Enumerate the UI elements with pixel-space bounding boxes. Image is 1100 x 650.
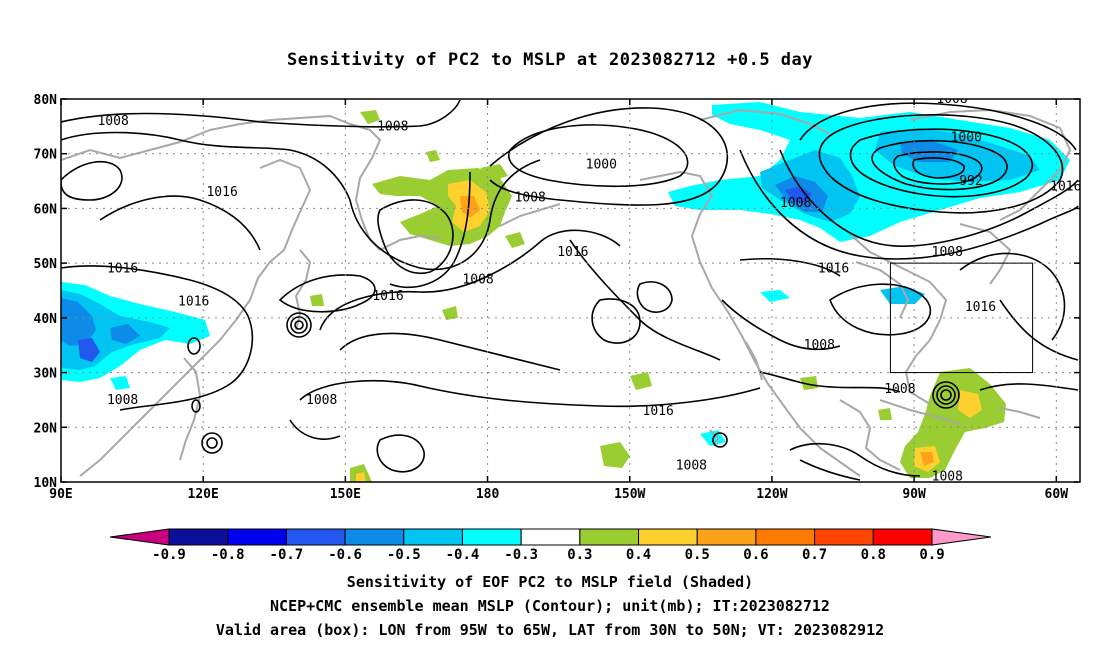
colorbar-box-9 [696,528,757,546]
lat-tick-label-7: 10N [34,476,58,491]
lon-tick-label-2: 150E [330,487,361,502]
lon-tick-label-4: 150W [614,487,645,502]
contour-label-5: 1016 [557,245,588,260]
lon-tick-label-0: 90E [49,487,72,502]
colorbar-box-6 [520,528,581,546]
contour-labels: 1008 1008 1016 1000 1008 1016 1008 1016 1016 1016… [97,92,1081,485]
colorbar-label-9: 0.5 [685,547,710,563]
grid-lines [61,99,1080,482]
contour-label-1: 1008 [377,119,408,134]
lon-tick-label-7: 60W [1045,487,1069,502]
contour-label-21: 1008 [932,245,963,260]
map-frame [60,98,1081,483]
colorbar-box-8 [638,528,698,546]
mslp-contours [61,99,1079,481]
map-title: Sensitivity of PC2 to MSLP at 2023082712… [286,50,813,70]
contour-label-23: 1016 [1050,180,1081,195]
valid-area-box [889,262,1034,374]
contour-label-15: 1016 [818,262,849,277]
lon-tick-label-5: 120W [756,487,787,502]
contour-label-9: 1016 [178,294,209,309]
lon-tick-label-3: 180 [476,487,500,502]
contour-label-10: 1008 [107,393,138,408]
colorbar-box-2 [285,528,346,546]
contour-label-8: 1016 [107,262,138,277]
contour-label-7: 1016 [372,289,403,304]
colorbar-label-5: -0.4 [446,547,480,563]
colorbar-box-10 [755,528,816,546]
closed-low-contours [187,312,960,454]
lat-tick-label-1: 70N [34,148,58,163]
colorbar-label-11: 0.7 [802,547,827,563]
lat-tick-label-3: 50N [34,257,58,272]
colorbar-box-3 [344,528,405,546]
map-axes: 90E 120E 150E 180 150W 120W 90W 60W 80N 70N 60N 50N… [34,93,1080,502]
sensitivity-shading [61,102,1070,482]
contour-label-2: 1016 [206,185,237,200]
lat-tick-label-4: 40N [34,312,58,327]
contour-label-3: 1000 [586,158,617,173]
colorbar-label-10: 0.6 [743,547,768,563]
lat-tick-label-2: 60N [34,202,58,217]
lat-tick-label-5: 30N [34,367,58,382]
footer-line-valid-area: Valid area (box): LON from 95W to 65W, L… [215,621,885,639]
contour-label-14: 1008 [804,338,835,353]
contour-label-4: 1008 [515,190,546,205]
contour-label-0: 1008 [97,114,128,129]
contour-label-11: 1008 [306,393,337,408]
coastlines [61,108,1072,477]
contour-label-13: 1008 [676,459,707,474]
colorbar-box-1 [227,528,287,546]
colorbar-label-12: 0.8 [861,547,886,563]
lat-tick-label-0: 80N [34,93,58,108]
colorbar-label-0: -0.9 [152,547,186,563]
contour-label-6: 1008 [462,273,493,288]
colorbar-label-1: -0.8 [211,547,245,563]
contour-label-24: 1008 [932,470,963,485]
colorbar-label-6: -0.3 [504,547,538,563]
contour-label-19: 992 [959,174,982,189]
colorbar-arrow-high [931,528,992,546]
colorbar-box-5 [461,528,522,546]
contour-label-22: 1016 [965,300,996,315]
contour-label-17: 1008 [936,92,967,107]
colorbar: -0.9 -0.8 -0.7 -0.6 -0.5 -0.4 -0.3 0.3 0.4 0.5 0.6… [109,528,992,563]
colorbar-label-2: -0.7 [270,547,304,563]
colorbar-label-13: 0.9 [919,547,944,563]
colorbar-label-3: -0.6 [328,547,362,563]
colorbar-box-12 [872,528,933,546]
lat-tick-label-6: 20N [34,421,58,436]
footer-line-shading: Sensitivity of EOF PC2 to MSLP field (Sh… [346,573,754,591]
colorbar-label-4: -0.5 [387,547,421,563]
colorbar-box-7 [579,528,640,546]
contour-label-18: 1000 [951,130,982,145]
footer-line-contour: NCEP+CMC ensemble mean MSLP (Contour); u… [270,597,830,615]
colorbar-box-0 [168,528,229,546]
colorbar-arrow-low [109,528,170,546]
contour-label-16: 1008 [884,382,915,397]
lon-tick-label-1: 120E [188,487,219,502]
colorbar-box-4 [403,528,463,546]
contour-label-12: 1016 [643,404,674,419]
lon-tick-label-6: 90W [902,487,926,502]
contour-label-20: 1008 [780,196,811,211]
map-plot-area: 1008 1008 1016 1000 1008 1016 1008 1016 1016 1016… [61,92,1081,485]
colorbar-label-7: 0.3 [567,547,592,563]
colorbar-label-8: 0.4 [626,547,651,563]
colorbar-box-11 [814,528,874,546]
